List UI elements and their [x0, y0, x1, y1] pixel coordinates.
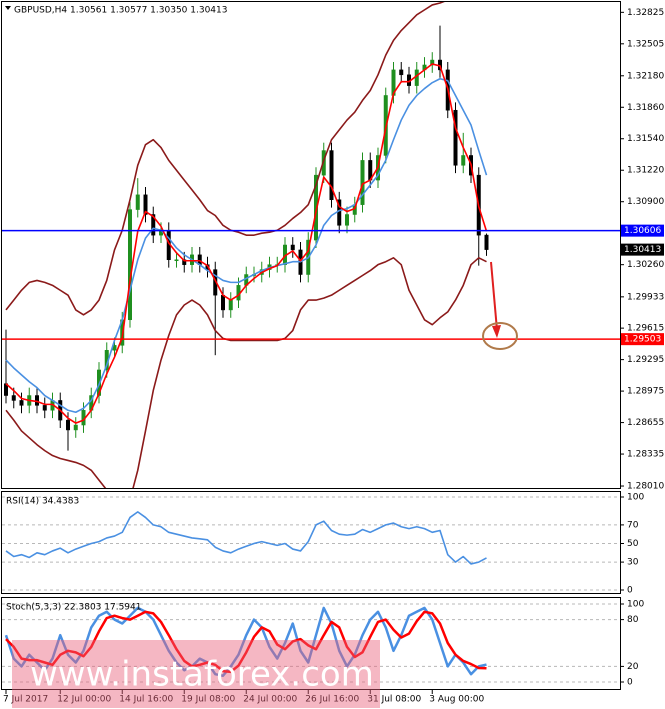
y-tick-label: 1.32825 — [627, 8, 664, 18]
y-tick-label: 1.32505 — [627, 39, 664, 49]
indicator-line — [5, 610, 487, 674]
y-tick-label: 20 — [627, 662, 639, 672]
candle-body — [11, 395, 16, 401]
candle-body — [314, 174, 318, 241]
y-tick-label: 80 — [627, 615, 639, 625]
x-tick-label: 26 Jul 16:00 — [305, 695, 359, 705]
x-tick-label: 3 Aug 00:00 — [429, 695, 484, 705]
candle-body — [135, 194, 140, 210]
candle-body — [174, 259, 179, 262]
rsi-panel-frame — [1, 491, 621, 594]
candle-body — [42, 405, 47, 411]
forecast-arrow — [490, 261, 498, 331]
y-tick-label: 70 — [627, 520, 639, 530]
candle-body — [345, 214, 349, 226]
y-tick-label: 1.31220 — [627, 166, 664, 176]
y-tick-label: 1.31860 — [627, 103, 664, 113]
y-tick-label: 1.29615 — [627, 324, 664, 334]
indicator-line — [4, 606, 487, 678]
y-tick-label: 1.29933 — [627, 292, 664, 302]
y-tick-label: 30 — [627, 558, 639, 568]
target-circle — [482, 322, 518, 350]
y-tick-label: 1.29295 — [627, 355, 664, 365]
level-label: 1.30606 — [624, 226, 661, 236]
x-tick-label: 24 Jul 00:00 — [243, 695, 297, 705]
panel — [2, 603, 620, 683]
y-tick-label: 0 — [627, 586, 633, 596]
y-tick-label: 1.31540 — [627, 134, 664, 144]
candle-body — [143, 194, 148, 215]
candle-body — [221, 294, 225, 311]
forecast-arrow-head — [492, 325, 501, 338]
candle-body — [19, 400, 24, 406]
candle-body — [453, 109, 458, 166]
candle-body — [484, 234, 489, 250]
level-label-box — [621, 333, 664, 346]
forecast-annotation — [482, 261, 518, 350]
candle-body — [128, 209, 132, 321]
candle-body — [151, 214, 156, 236]
panel — [4, 2, 489, 488]
indicator-line — [5, 63, 488, 424]
candle-body — [35, 395, 39, 406]
last-price-box — [621, 243, 664, 256]
watermark-text: www.instaforex.com — [30, 655, 374, 695]
x-tick-label: 12 Jul 00:00 — [57, 695, 111, 705]
y-tick-label: 50 — [627, 539, 639, 549]
candle-body — [461, 155, 466, 166]
indicator-line — [5, 511, 487, 565]
candle-body — [399, 69, 404, 76]
candle-body — [329, 150, 334, 200]
level-label-box — [621, 224, 664, 237]
panel — [2, 496, 620, 591]
y-tick-label: 1.28655 — [627, 418, 664, 428]
indicator-line — [5, 77, 488, 414]
panel-title: Stoch(5,3,3) 22.3803 17.5941 — [6, 603, 141, 613]
y-tick-label: 100 — [627, 493, 644, 503]
watermark-box — [12, 640, 380, 708]
y-tick-label: 100 — [627, 600, 644, 610]
panel-title: GBPUSD,H4 1.30561 1.30577 1.30350 1.3041… — [14, 6, 227, 16]
candle-body — [290, 244, 295, 251]
y-tick-label: 0 — [627, 678, 633, 688]
x-tick-label: 7 Jul 2017 — [3, 695, 48, 705]
candle-body — [414, 69, 419, 86]
x-tick-label: 14 Jul 16:00 — [119, 695, 173, 705]
x-tick-label: 19 Jul 08:00 — [181, 695, 235, 705]
y-tick-label: 1.30900 — [627, 197, 664, 207]
indicator-line — [5, 256, 487, 488]
last-price-label: 1.30413 — [624, 245, 661, 255]
stoch-panel-frame — [1, 597, 621, 690]
menu-triangle — [5, 6, 11, 10]
main-panel-frame — [1, 1, 621, 489]
y-tick-label: 1.28010 — [627, 482, 664, 492]
watermark: www.instaforex.com — [12, 640, 380, 708]
candle-body — [66, 419, 70, 431]
candle-body — [4, 383, 8, 396]
candle-body — [73, 424, 78, 431]
y-tick-label: 1.30260 — [627, 260, 664, 270]
y-tick-label: 1.28975 — [627, 387, 664, 397]
y-tick-label: 1.28335 — [627, 450, 664, 460]
x-tick-label: 31 Jul 08:00 — [367, 695, 421, 705]
panel-title: RSI(14) 34.4383 — [6, 497, 79, 507]
y-tick-label: 1.32180 — [627, 71, 664, 81]
level-label: 1.29503 — [624, 335, 661, 345]
candle-body — [228, 299, 233, 311]
indicator-line — [5, 2, 445, 316]
